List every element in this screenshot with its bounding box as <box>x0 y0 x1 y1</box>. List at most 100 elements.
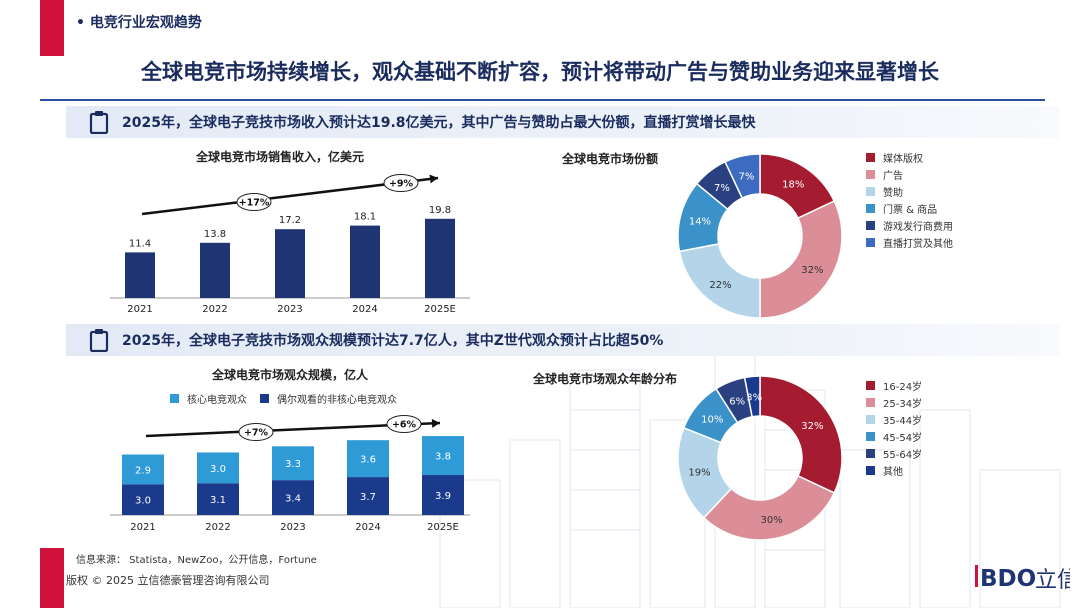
slice-label: 14% <box>689 217 711 228</box>
casual-audience-bar <box>122 484 164 515</box>
market-share-donut: 18% 32% 22% 14% 7% 7% <box>677 153 843 319</box>
legend-label: 55-64岁 <box>883 450 923 461</box>
legend-swatch <box>260 394 269 403</box>
slice-label: 22% <box>709 280 731 291</box>
growth-label: +9% <box>389 179 414 190</box>
legend-swatch <box>866 432 875 441</box>
revenue-bar <box>350 225 380 298</box>
donut-slice <box>759 375 843 494</box>
legend-label: 25-34岁 <box>883 399 923 410</box>
legend-swatch <box>866 381 875 390</box>
legend-swatch <box>866 204 875 213</box>
legend-label: 广告 <box>883 171 903 182</box>
data-label: 3.4 <box>285 494 301 505</box>
legend-item: 55-64岁 <box>866 446 922 461</box>
corner-accent-bar <box>40 548 64 608</box>
growth-label: +17% <box>239 198 270 209</box>
legend-label: 赞助 <box>883 188 903 199</box>
legend-label: 45-54岁 <box>883 433 923 444</box>
legend-item-casual: 偶尔观看的非核心电竞观众 <box>260 391 397 406</box>
legend-swatch <box>866 170 875 179</box>
x-tick-label: 2023 <box>277 304 302 315</box>
donut-slice <box>759 200 843 319</box>
data-label: 3.0 <box>210 464 226 475</box>
legend-item: 45-54岁 <box>866 429 922 444</box>
data-label: 17.2 <box>279 215 301 226</box>
casual-audience-bar <box>347 477 389 515</box>
revenue-bar <box>275 229 305 298</box>
data-label: 19.8 <box>429 205 451 216</box>
title-divider <box>40 99 1045 101</box>
growth-bubble-17: +17% <box>236 193 272 211</box>
data-label: 11.4 <box>129 238 151 249</box>
legend-item-core: 核心电竞观众 <box>170 391 247 406</box>
legend-label: 游戏发行商费用 <box>883 222 953 233</box>
growth-label: +7% <box>244 428 269 439</box>
data-label: 3.7 <box>360 492 376 503</box>
data-label: 2.9 <box>135 465 151 476</box>
core-audience-bar <box>272 446 314 481</box>
revenue-bar <box>200 242 230 298</box>
page-title: 全球电竞市场持续增长，观众基础不断扩容，预计将带动广告与赞助业务迎来显著增长 <box>141 60 939 84</box>
data-label: 3.8 <box>435 452 451 463</box>
insight-band-audience: 2025年，全球电子竞技市场观众规模预计达7.7亿人，其中Z世代观众预计占比超5… <box>66 324 1060 356</box>
section-tag-text: 电竞行业宏观趋势 <box>89 15 202 31</box>
legend-swatch <box>866 187 875 196</box>
legend-item: 广告 <box>866 167 903 182</box>
legend-label: 其他 <box>883 467 903 478</box>
legend-item: 直播打赏及其他 <box>866 235 953 250</box>
bdo-logo: BDO 立信 <box>975 561 1079 595</box>
legend-swatch <box>170 394 179 403</box>
x-tick-label: 2024 <box>355 522 380 533</box>
slice-label: 10% <box>701 414 723 425</box>
slice-label: 3% <box>746 392 762 403</box>
slice-label: 19% <box>688 468 710 479</box>
insight-band-revenue: 2025年，全球电子竞技市场收入预计达19.8亿美元，其中广告与赞助占最大份额，… <box>66 106 1060 138</box>
x-tick-label: 2024 <box>352 304 377 315</box>
svg-text:BDO: BDO <box>980 566 1036 591</box>
x-tick-label: 2021 <box>127 304 152 315</box>
growth-label: +6% <box>392 420 417 431</box>
legend-label: 偶尔观看的非核心电竞观众 <box>277 395 397 406</box>
section-tag: • 电竞行业宏观趋势 <box>76 15 202 31</box>
legend-label: 媒体版权 <box>883 154 923 165</box>
revenue-chart-title: 全球电竞市场销售收入，亿美元 <box>195 150 364 164</box>
donut-slice <box>743 375 761 418</box>
data-label: 18.1 <box>354 212 376 223</box>
legend-label: 核心电竞观众 <box>187 395 247 406</box>
audience-legend: 核心电竞观众 偶尔观看的非核心电竞观众 <box>170 391 430 406</box>
x-tick-label: 2025E <box>424 304 456 315</box>
data-label: 3.6 <box>360 455 376 466</box>
casual-audience-bar <box>272 480 314 515</box>
slice-label: 18% <box>782 180 804 191</box>
revenue-bar-chart: 11.4 2021 13.8 2022 17.2 2023 18.1 2024 19.8 2025… <box>110 174 470 315</box>
insight-text-audience: 2025年，全球电子竞技市场观众规模预计达7.7亿人，其中Z世代观众预计占比超5… <box>122 333 664 349</box>
casual-audience-bar <box>197 483 239 515</box>
core-audience-bar <box>422 436 464 476</box>
legend-item: 赞助 <box>866 184 903 199</box>
legend-swatch <box>866 221 875 230</box>
legend-label: 35-44岁 <box>883 416 923 427</box>
donut-slice <box>678 242 761 319</box>
market-share-legend: 媒体版权 广告 赞助 门票 & 商品 游戏发行商费用 直播打赏及其他 <box>866 150 1016 260</box>
age-distribution-donut: 32% 30% 19% 10% 6% 3% <box>677 375 843 541</box>
legend-item: 媒体版权 <box>866 150 923 165</box>
data-label: 3.3 <box>285 459 301 470</box>
x-tick-label: 2021 <box>130 522 155 533</box>
age-chart-title: 全球电竞市场观众年龄分布 <box>532 372 677 386</box>
donut-slice <box>702 474 836 541</box>
legend-item: 25-34岁 <box>866 395 922 410</box>
x-tick-label: 2023 <box>280 522 305 533</box>
slice-label: 32% <box>801 265 823 276</box>
bdo-logo-graphic: BDO 立信 <box>975 565 1079 593</box>
audience-chart-title: 全球电竞市场观众规模，亿人 <box>211 368 368 382</box>
accent-bar <box>40 0 64 56</box>
data-label: 13.8 <box>204 229 226 240</box>
source-note: 信息来源： Statista，NewZoo，公开信息，Fortune <box>76 555 317 566</box>
legend-swatch <box>866 238 875 247</box>
core-audience-bar <box>197 452 239 484</box>
growth-bubble-6: +6% <box>386 415 422 433</box>
legend-swatch <box>866 153 875 162</box>
clipboard-icon <box>89 111 109 134</box>
x-tick-label: 2022 <box>202 304 227 315</box>
